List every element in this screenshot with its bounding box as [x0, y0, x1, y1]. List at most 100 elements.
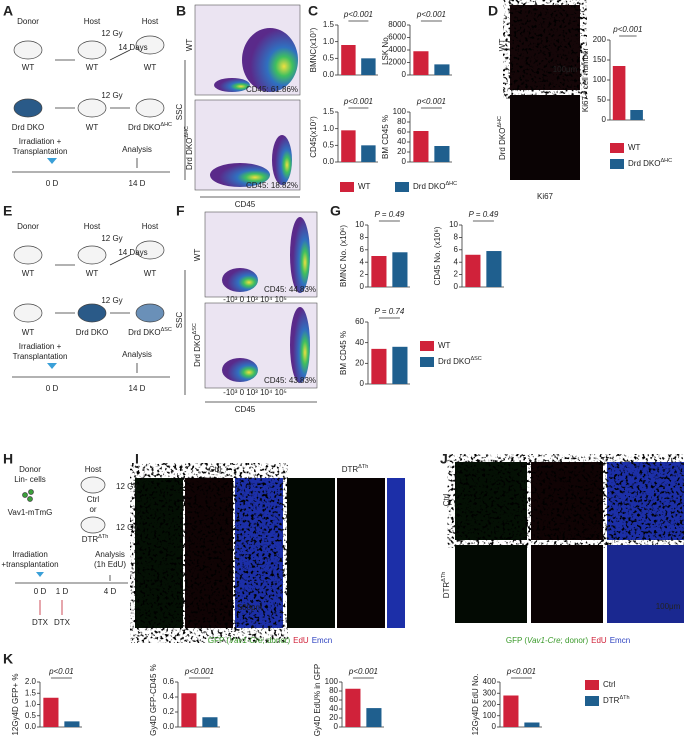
y-axis-label: LSK No.	[381, 35, 390, 65]
y-axis-label: 12Gy4D EdU No.	[471, 674, 480, 736]
y-axis-label: CD45(x10⁷)	[309, 116, 318, 158]
label: 500μm	[238, 603, 263, 612]
label: DTRΔTh	[82, 534, 109, 544]
legend-label-base: Drd DKO	[438, 357, 470, 366]
y-tick-label: 1.0	[323, 124, 335, 133]
label: DTX	[32, 618, 49, 627]
y-tick-label: 0.4	[163, 692, 175, 701]
legend-swatch	[340, 182, 354, 192]
y-tick-label: 6000	[388, 33, 406, 42]
label-base: Drd DKO	[76, 328, 108, 337]
label: CD45: 44.83%	[264, 285, 316, 294]
label: Host	[84, 17, 101, 26]
legend-label-sup: ΔTh	[619, 695, 629, 701]
y-tick-label: 20	[355, 358, 364, 367]
timelines	[12, 49, 317, 615]
legend-label: Ctrl	[603, 680, 616, 689]
bar	[392, 346, 408, 384]
label-sup: ΔHC	[184, 126, 190, 138]
label: Ctrl	[209, 465, 222, 474]
legend-label: Drd DKOΔHC	[628, 158, 672, 168]
caption-part: Emcn	[312, 636, 332, 645]
legend-swatch	[585, 696, 599, 706]
y-tick-label: 20	[397, 147, 406, 156]
label: CD45	[235, 200, 256, 209]
y-tick-label: 4	[454, 257, 459, 266]
y-tick-label: 2000	[388, 58, 406, 67]
y-axis-label: BM CD45 %	[381, 115, 390, 159]
y-tick-label: 50	[597, 95, 606, 104]
legend-label-sup: ΔHC	[445, 181, 457, 187]
label: DTX	[54, 618, 71, 627]
label: 100μm	[553, 65, 578, 74]
bar	[524, 722, 540, 727]
y-axis-label: 12Gy4D GFP+ %	[11, 673, 20, 735]
panel-label: A	[3, 3, 13, 19]
y-tick-label: 0.5	[323, 53, 335, 62]
label-base: DTR	[442, 582, 451, 599]
y-tick-label: 1.0	[25, 700, 37, 709]
label: CD45: 18.82%	[246, 181, 298, 190]
bar	[366, 708, 382, 727]
label: DTRΔTh	[441, 572, 451, 599]
label: -10³ 0 10³ 10⁴ 10⁵	[223, 295, 287, 304]
y-tick-label: 60	[329, 695, 338, 704]
y-tick-label: 6	[454, 245, 459, 254]
label: CD45	[235, 405, 256, 414]
y-tick-label: 2	[360, 270, 365, 279]
label-base: Drd DKO	[128, 123, 160, 132]
label: WT	[86, 269, 99, 278]
flow-plots	[194, 4, 318, 389]
y-tick-label: 1.5	[25, 688, 37, 697]
label: 12 Gy	[116, 523, 137, 532]
annotation: p<0.001	[416, 97, 446, 106]
y-tick-label: 100	[483, 711, 497, 720]
y-tick-label: 0	[360, 379, 365, 388]
y-tick-label: 2.0	[25, 677, 37, 686]
label: Analysis	[122, 350, 152, 359]
label: Irradiation +	[19, 342, 62, 351]
y-tick-label: 0	[402, 70, 407, 79]
y-tick-label: 0	[360, 282, 365, 291]
label: +transplantation	[1, 560, 58, 569]
y-axis-label: BMNC(x10⁷)	[309, 27, 318, 72]
label: WT	[185, 39, 194, 52]
bar	[503, 695, 519, 727]
y-tick-label: 0.0	[323, 70, 335, 79]
panel-label: C	[308, 3, 318, 19]
label: 14 D	[129, 384, 146, 393]
label: 0 D	[46, 384, 59, 393]
marker	[47, 158, 57, 164]
caption: GFP (Vav1-Cre; donor) EdU Emcn	[506, 636, 630, 645]
label: Ki67	[537, 192, 554, 201]
panel-label: F	[176, 203, 185, 219]
legend-label-base: Drd DKO	[628, 159, 660, 168]
label: Drd DKOΔSC	[128, 327, 172, 337]
y-tick-label: 60	[397, 127, 406, 136]
y-tick-label: 200	[593, 35, 607, 44]
y-tick-label: 4000	[388, 45, 406, 54]
y-tick-label: 40	[329, 704, 338, 713]
label: 0 D	[34, 587, 47, 596]
label: 14 Days	[118, 43, 147, 52]
caption-part: EdU	[293, 636, 309, 645]
legend-label-base: WT	[628, 143, 641, 152]
bar	[371, 348, 387, 384]
label-base: Drd DKO	[12, 123, 44, 132]
legend-swatch	[610, 143, 624, 153]
marker	[36, 572, 44, 577]
label-base: Drd DKO	[498, 128, 507, 160]
caption: GFP (Vav1-Cre; donor) EdU Emcn	[208, 636, 332, 645]
label: Ctrl	[87, 495, 100, 504]
panel-label: K	[3, 651, 13, 667]
y-tick-label: 1.5	[323, 107, 335, 116]
label: 4 D	[104, 587, 117, 596]
y-tick-label: 0	[334, 722, 339, 731]
bar	[202, 717, 218, 727]
y-tick-label: 0.0	[323, 157, 335, 166]
y-tick-label: 1.5	[323, 20, 335, 29]
bar	[361, 58, 376, 75]
y-tick-label: 100	[593, 75, 607, 84]
y-axis-label: BMNC No. (x10⁶)	[339, 225, 348, 287]
y-tick-label: 0.5	[323, 140, 335, 149]
